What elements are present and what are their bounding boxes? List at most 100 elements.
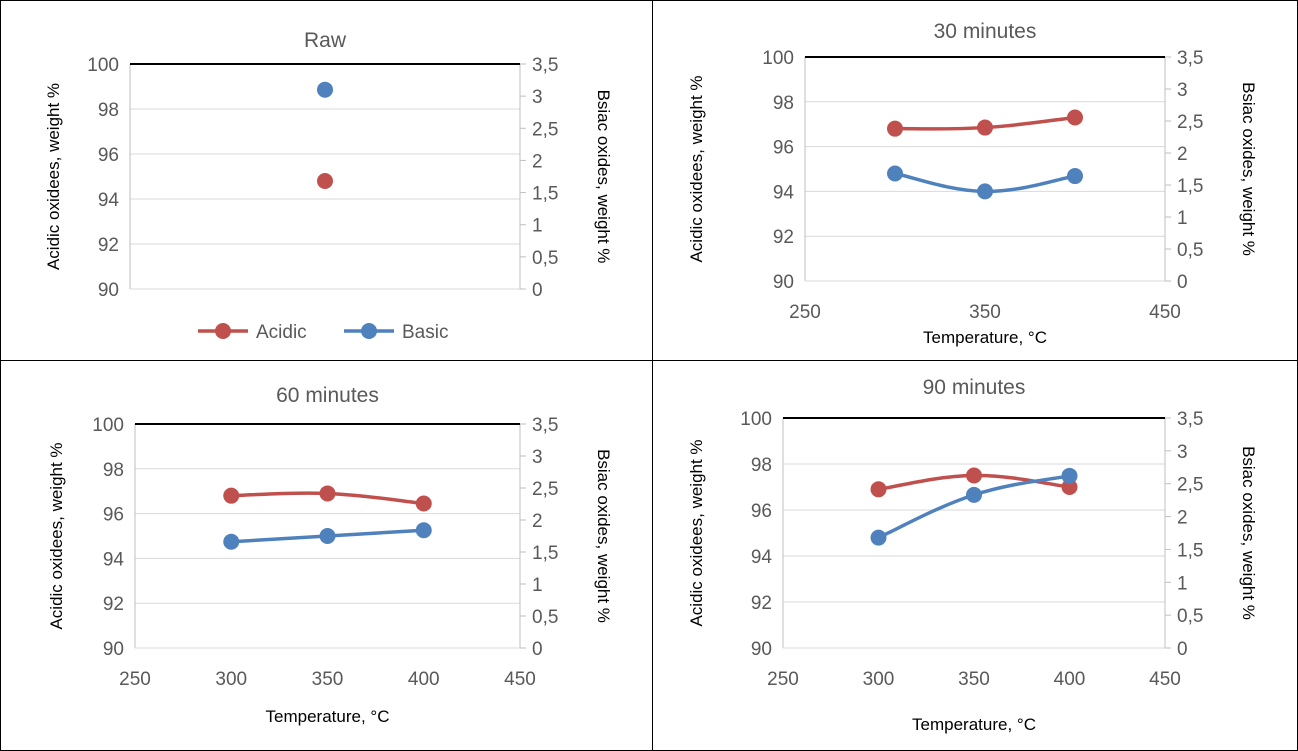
data-point-acidic (1061, 479, 1078, 495)
y-right-tick-label: 3 (532, 447, 543, 468)
y-right-axis-label: Bsiac oxides, weight % (1239, 82, 1258, 256)
y-right-tick-label: 3 (532, 87, 543, 108)
y-left-tick-label: 100 (92, 415, 124, 436)
x-tick-label: 450 (504, 669, 536, 690)
chart-panel-30-minutes: 90 92 94 96 98 100 0 0,5 1 1,5 2 2,5 3 3,5 30 minutes 2… (687, 20, 1258, 347)
data-point-acidic (1067, 109, 1083, 126)
x-tick-label: 400 (408, 669, 440, 690)
x-tick-label: 300 (863, 669, 895, 690)
chart-title: 30 minutes (934, 20, 1037, 43)
y-left-axis-label: Acidic oxidees, weight % (687, 75, 706, 262)
data-point-basic (870, 529, 887, 546)
y-right-tick-label: 2 (1177, 144, 1188, 165)
y-left-tick-label: 98 (98, 100, 119, 121)
legend-marker-basic (361, 323, 377, 339)
y-left-tick-label: 100 (762, 48, 794, 69)
y-left-tick-label: 94 (773, 182, 795, 203)
y-left-tick-label: 90 (773, 272, 794, 293)
y-left-tick-label: 98 (773, 93, 794, 114)
y-right-tick-label: 3 (1177, 80, 1188, 101)
data-point-basic (223, 533, 240, 550)
data-point-acidic (966, 467, 982, 484)
y-right-tick-label: 0 (532, 280, 543, 301)
y-left-tick-label: 100 (87, 55, 119, 76)
y-right-tick-label: 2 (532, 151, 543, 172)
chart-title: 90 minutes (923, 376, 1026, 399)
y-right-tick-label: 2,5 (1177, 475, 1203, 496)
legend-marker-acidic (215, 323, 231, 339)
data-point-basic (1067, 168, 1083, 185)
chart-panel-raw: 90 92 94 96 98 100 0 0,5 1 1,5 2 2,5 3 3,5 Raw Acidic o… (44, 29, 613, 343)
y-left-axis-label: Acidic oxidees, weight % (47, 442, 66, 629)
y-right-tick-label: 1,5 (532, 184, 558, 205)
y-left-tick-label: 98 (103, 460, 124, 481)
data-point-acidic (870, 481, 887, 498)
x-tick-label: 450 (1149, 302, 1181, 323)
x-tick-label: 350 (312, 669, 344, 690)
y-left-tick-label: 98 (751, 455, 772, 476)
y-left-tick-label: 92 (773, 227, 794, 248)
y-left-tick-label: 92 (751, 593, 772, 614)
chart-panel-90-minutes: 90 92 94 96 98 100 0 0,5 1 1,5 2 2,5 3 3,5 90 minutes 2… (687, 376, 1258, 734)
x-tick-label: 250 (789, 302, 821, 323)
y-right-tick-label: 1,5 (1177, 176, 1203, 197)
y-right-tick-label: 0,5 (532, 607, 558, 628)
y-left-tick-label: 92 (103, 594, 124, 615)
chart-title: 60 minutes (276, 384, 379, 407)
data-point-acidic (977, 119, 993, 136)
y-right-tick-label: 1 (1177, 573, 1188, 594)
y-left-tick-label: 92 (98, 235, 119, 256)
y-right-tick-label: 0 (532, 639, 543, 660)
y-right-tick-label: 1 (532, 216, 543, 237)
y-right-tick-label: 2,5 (1177, 112, 1203, 133)
data-point-acidic (319, 485, 336, 502)
y-right-tick-label: 3,5 (1177, 409, 1203, 430)
x-tick-label: 350 (969, 302, 1001, 323)
y-right-tick-label: 2,5 (532, 479, 558, 500)
y-right-tick-label: 0 (1177, 272, 1188, 293)
x-tick-label: 450 (1149, 669, 1181, 690)
y-right-axis-label: Bsiac oxides, weight % (1239, 446, 1258, 620)
y-right-tick-label: 2 (1177, 508, 1188, 529)
x-axis-label: Temperature, °C (923, 328, 1047, 347)
y-right-tick-label: 0,5 (1177, 240, 1203, 261)
data-point-basic (319, 528, 336, 544)
y-left-tick-label: 94 (751, 547, 773, 568)
y-left-axis-label: Acidic oxidees, weight % (44, 83, 63, 270)
y-right-tick-label: 0,5 (532, 248, 558, 269)
legend-label-basic: Basic (402, 322, 448, 343)
data-point-acidic (887, 120, 903, 137)
y-left-tick-label: 96 (773, 138, 794, 159)
data-point-basic (977, 183, 993, 200)
y-left-tick-label: 94 (98, 190, 120, 211)
y-right-tick-label: 1,5 (1177, 540, 1203, 561)
y-right-tick-label: 2,5 (532, 119, 558, 140)
x-tick-label: 300 (215, 669, 247, 690)
chart-title: Raw (304, 29, 347, 52)
y-left-tick-label: 96 (751, 501, 772, 522)
y-left-tick-label: 94 (103, 549, 125, 570)
y-right-tick-label: 1,5 (532, 543, 558, 564)
y-right-axis-label: Bsiac oxides, weight % (594, 90, 613, 264)
y-right-tick-label: 3,5 (532, 55, 558, 76)
x-tick-label: 250 (767, 669, 799, 690)
data-point-basic (415, 522, 432, 539)
x-tick-label: 350 (958, 669, 990, 690)
x-tick-label: 250 (119, 669, 151, 690)
y-right-tick-label: 0 (1177, 639, 1188, 660)
x-tick-label: 400 (1054, 669, 1086, 690)
y-right-tick-label: 1 (532, 575, 543, 596)
data-point-basic (317, 81, 333, 98)
y-right-axis-label: Bsiac oxides, weight % (594, 449, 613, 623)
y-left-tick-label: 90 (98, 280, 119, 301)
data-point-basic (1061, 467, 1078, 484)
y-right-tick-label: 1 (1177, 208, 1188, 229)
legend-label-acidic: Acidic (256, 322, 307, 343)
y-right-tick-label: 2 (532, 511, 543, 532)
x-axis-label: Temperature, °C (912, 715, 1036, 734)
chart-panel-60-minutes: 90 92 94 96 98 100 0 0,5 1 1,5 2 2,5 3 3,5 60 minutes 2… (47, 384, 613, 726)
y-left-tick-label: 90 (103, 639, 124, 660)
y-right-tick-label: 3,5 (532, 415, 558, 436)
data-point-basic (966, 486, 982, 503)
y-left-tick-label: 96 (103, 505, 124, 526)
